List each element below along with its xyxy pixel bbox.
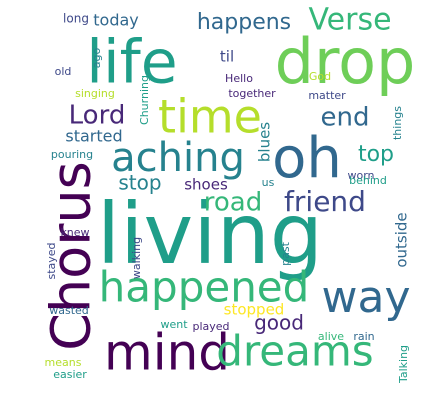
cloud-word-life: life bbox=[86, 28, 177, 98]
cloud-word-ago: ago bbox=[90, 48, 103, 69]
cloud-word-easier: easier bbox=[53, 368, 87, 381]
cloud-word-mind: mind bbox=[104, 324, 230, 382]
cloud-word-end: end bbox=[321, 103, 370, 133]
cloud-word-happens: happens bbox=[197, 10, 291, 35]
cloud-word-matter: matter bbox=[308, 89, 346, 102]
cloud-word-talking: Talking bbox=[397, 345, 410, 384]
cloud-word-together: together bbox=[228, 87, 276, 100]
cloud-word-knew: knew bbox=[60, 226, 89, 239]
cloud-word-stayed: stayed bbox=[45, 242, 58, 279]
cloud-word-top: top bbox=[358, 142, 394, 167]
cloud-word-aching: aching bbox=[111, 135, 245, 181]
cloud-word-til: til bbox=[220, 48, 234, 66]
cloud-word-happened: happened bbox=[99, 263, 310, 312]
cloud-word-pouring: pouring bbox=[51, 148, 93, 161]
cloud-word-road: road bbox=[204, 188, 262, 218]
cloud-word-blues: blues bbox=[256, 122, 274, 162]
cloud-word-rain: rain bbox=[353, 330, 374, 343]
cloud-word-went: went bbox=[160, 318, 188, 331]
cloud-word-today: today bbox=[93, 11, 139, 30]
cloud-word-verse: Verse bbox=[308, 3, 391, 38]
cloud-word-god: God bbox=[309, 70, 331, 83]
cloud-word-played: played bbox=[192, 320, 229, 333]
cloud-word-outside: outside bbox=[393, 212, 411, 267]
cloud-word-behind: behind bbox=[349, 174, 387, 187]
cloud-word-worn: worn bbox=[347, 169, 374, 182]
cloud-word-past: past bbox=[279, 241, 292, 265]
cloud-word-chorus: Chorus bbox=[40, 161, 103, 351]
cloud-word-long: long bbox=[63, 12, 89, 26]
cloud-word-us: us bbox=[262, 176, 275, 189]
cloud-word-things: things bbox=[391, 106, 404, 140]
cloud-word-means: means bbox=[45, 356, 82, 369]
cloud-word-churning: Churning bbox=[138, 75, 151, 125]
cloud-word-walking: walking bbox=[130, 237, 143, 279]
cloud-word-shoes: shoes bbox=[184, 176, 228, 194]
cloud-word-stopped: stopped bbox=[224, 301, 285, 319]
cloud-word-way: way bbox=[322, 272, 411, 323]
cloud-word-hello: Hello bbox=[225, 72, 253, 85]
cloud-word-friend: friend bbox=[284, 185, 366, 218]
cloud-word-started: started bbox=[65, 127, 122, 146]
cloud-word-dreams: dreams bbox=[216, 327, 373, 376]
cloud-word-time: time bbox=[158, 90, 262, 144]
cloud-word-living: living bbox=[97, 185, 323, 283]
cloud-word-oh: oh bbox=[272, 126, 342, 191]
cloud-word-alive: alive bbox=[318, 330, 344, 343]
cloud-word-old: old bbox=[55, 65, 72, 78]
cloud-word-drop: drop bbox=[275, 25, 416, 98]
cloud-word-wasted: wasted bbox=[49, 304, 89, 317]
cloud-word-stop: stop bbox=[118, 171, 161, 195]
cloud-word-good: good bbox=[254, 311, 304, 335]
cloud-word-singing: singing bbox=[75, 87, 115, 100]
cloud-word-lord: Lord bbox=[69, 101, 126, 131]
